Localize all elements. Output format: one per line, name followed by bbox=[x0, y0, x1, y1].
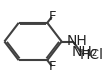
Text: HCl: HCl bbox=[80, 48, 104, 62]
Text: NH₂: NH₂ bbox=[71, 45, 98, 59]
Text: NH: NH bbox=[66, 34, 87, 47]
Text: F: F bbox=[49, 60, 57, 73]
Text: F: F bbox=[49, 10, 57, 23]
